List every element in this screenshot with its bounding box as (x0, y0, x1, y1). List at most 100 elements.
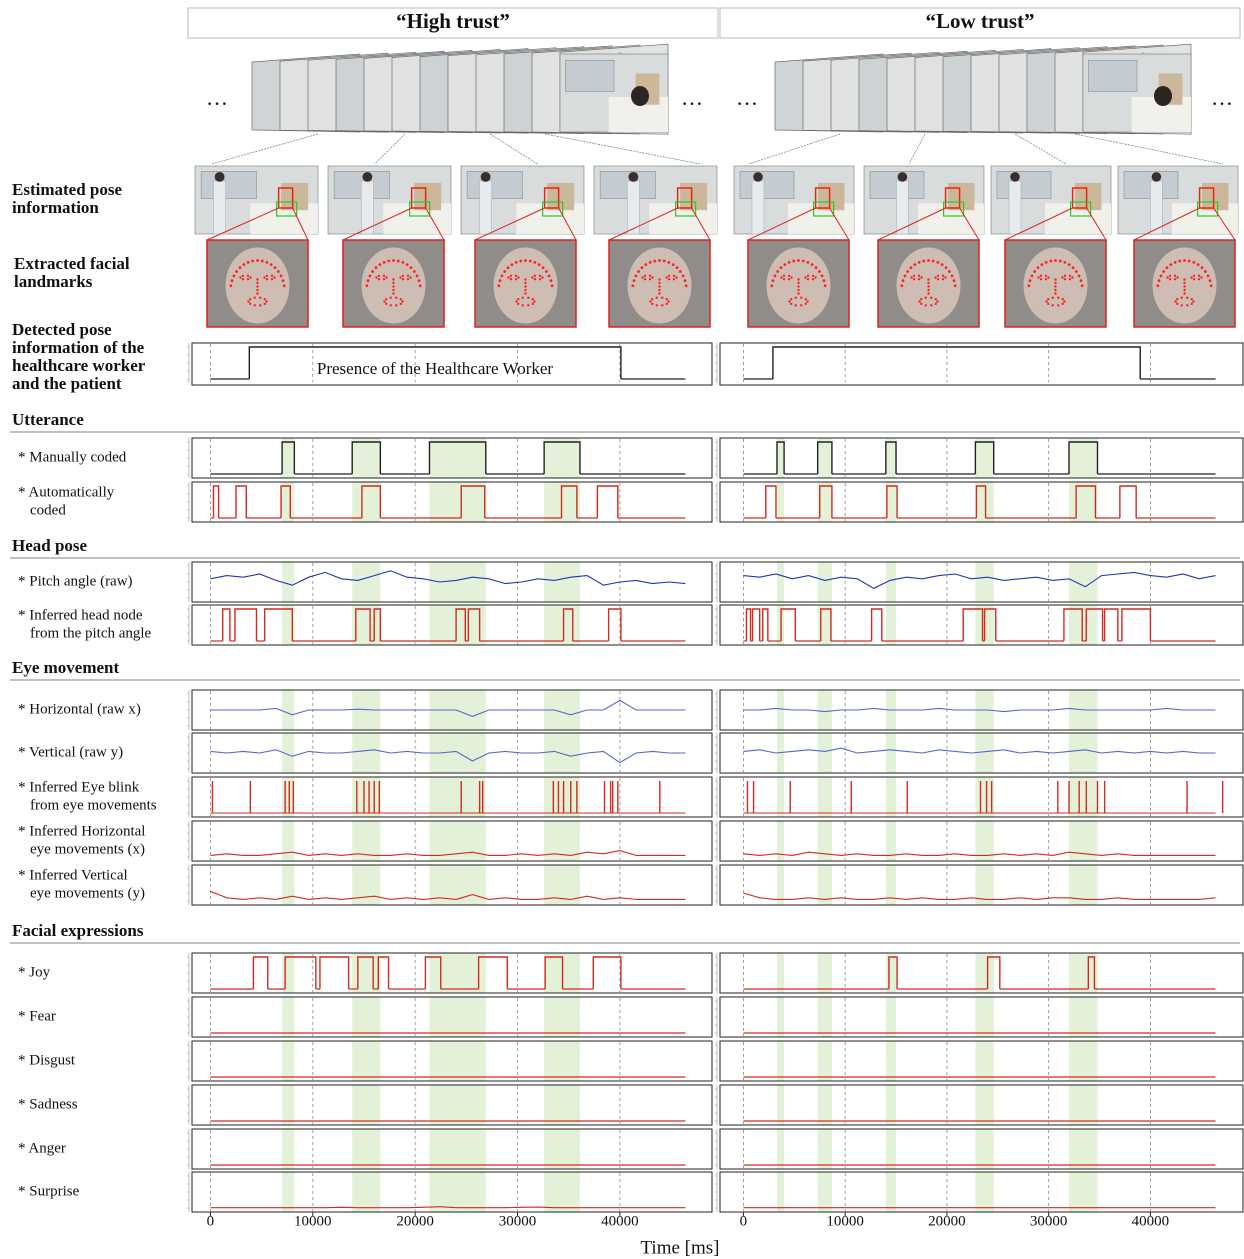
landmark (1052, 296, 1054, 298)
landmark (383, 261, 386, 264)
highlight-band (544, 997, 580, 1037)
highlight-band (1069, 482, 1097, 522)
ellipsis: … (206, 85, 228, 110)
highlight-band (818, 1129, 832, 1169)
landmark (400, 298, 402, 300)
landmark (1063, 261, 1066, 264)
landmark (229, 284, 232, 287)
landmark (270, 263, 273, 266)
row-label: * Automatically (18, 484, 115, 500)
highlight-band (777, 953, 784, 993)
landmark (282, 279, 285, 282)
landmark (795, 304, 797, 306)
highlight-band (975, 1129, 993, 1169)
landmark (649, 275, 651, 277)
landmark (1040, 263, 1043, 266)
highlight-band (886, 1129, 896, 1169)
landmark (927, 285, 929, 287)
landmark (541, 276, 543, 278)
landmark (937, 275, 939, 277)
landmark (239, 276, 241, 278)
row-label: information (12, 198, 99, 217)
photo-window (565, 60, 614, 91)
connector (1015, 134, 1066, 164)
landmark (788, 300, 790, 302)
photo-head (1010, 172, 1020, 182)
landmark (265, 300, 267, 302)
landmark (790, 276, 792, 278)
landmark (945, 266, 948, 269)
landmark (1063, 300, 1065, 302)
landmark (392, 278, 394, 280)
highlight-band (352, 733, 380, 773)
landmark (1054, 285, 1056, 287)
landmark (927, 278, 929, 280)
landmark (383, 300, 385, 302)
landmark (637, 270, 640, 273)
ellipsis: … (681, 85, 703, 110)
landmark (375, 276, 377, 278)
landmark (517, 303, 519, 305)
row-label: landmarks (14, 272, 93, 291)
landmark (1029, 279, 1032, 282)
highlight-band (886, 605, 896, 645)
landmark (1080, 279, 1083, 282)
landmark (507, 276, 509, 278)
landmark (788, 261, 791, 264)
highlight-band (886, 777, 896, 817)
landmark (925, 296, 927, 298)
landmark (400, 303, 402, 305)
highlight-band (429, 482, 485, 522)
landmark (818, 270, 821, 273)
connector (909, 134, 925, 164)
highlight-band (975, 777, 993, 817)
photo-person (1009, 181, 1021, 234)
connector (1075, 134, 1223, 164)
landmark (942, 278, 944, 280)
highlight-band (352, 438, 380, 478)
landmark (497, 284, 500, 287)
landmark (772, 279, 775, 282)
landmark (542, 266, 545, 269)
highlight-band (777, 690, 784, 730)
highlight-band (352, 1085, 380, 1125)
landmark (501, 274, 504, 277)
highlight-band (1069, 605, 1097, 645)
photo-bedhead (818, 183, 844, 210)
highlight-band (975, 1041, 993, 1081)
highlight-band (352, 1129, 380, 1169)
landmark (685, 284, 688, 287)
landmark (805, 303, 807, 305)
highlight-band (544, 438, 580, 478)
highlight-band (975, 482, 993, 522)
landmark (397, 260, 400, 263)
landmark (649, 300, 651, 302)
highlight-band (282, 997, 294, 1037)
landmark (239, 266, 242, 269)
landmark (266, 278, 268, 280)
highlight-band (544, 605, 580, 645)
highlight-band (1069, 777, 1097, 817)
highlight-band (352, 1041, 380, 1081)
landmark (1183, 278, 1185, 280)
landmark (395, 296, 397, 298)
landmark (1183, 282, 1185, 284)
landmark (265, 261, 268, 264)
highlight-band (429, 438, 485, 478)
highlight-band (429, 997, 485, 1037)
landmark (1054, 278, 1056, 280)
landmark (409, 276, 411, 278)
landmark (633, 279, 636, 282)
landmark (1045, 300, 1047, 302)
landmark (920, 276, 922, 278)
landmark (1069, 275, 1071, 277)
highlight-band (818, 997, 832, 1037)
landmark (418, 279, 421, 282)
photo-window (997, 171, 1051, 198)
highlight-band (975, 1085, 993, 1125)
landmark (910, 276, 912, 278)
landmark (673, 278, 675, 280)
highlight-band (975, 997, 993, 1037)
landmark (385, 276, 387, 278)
active-interval (320, 957, 349, 989)
